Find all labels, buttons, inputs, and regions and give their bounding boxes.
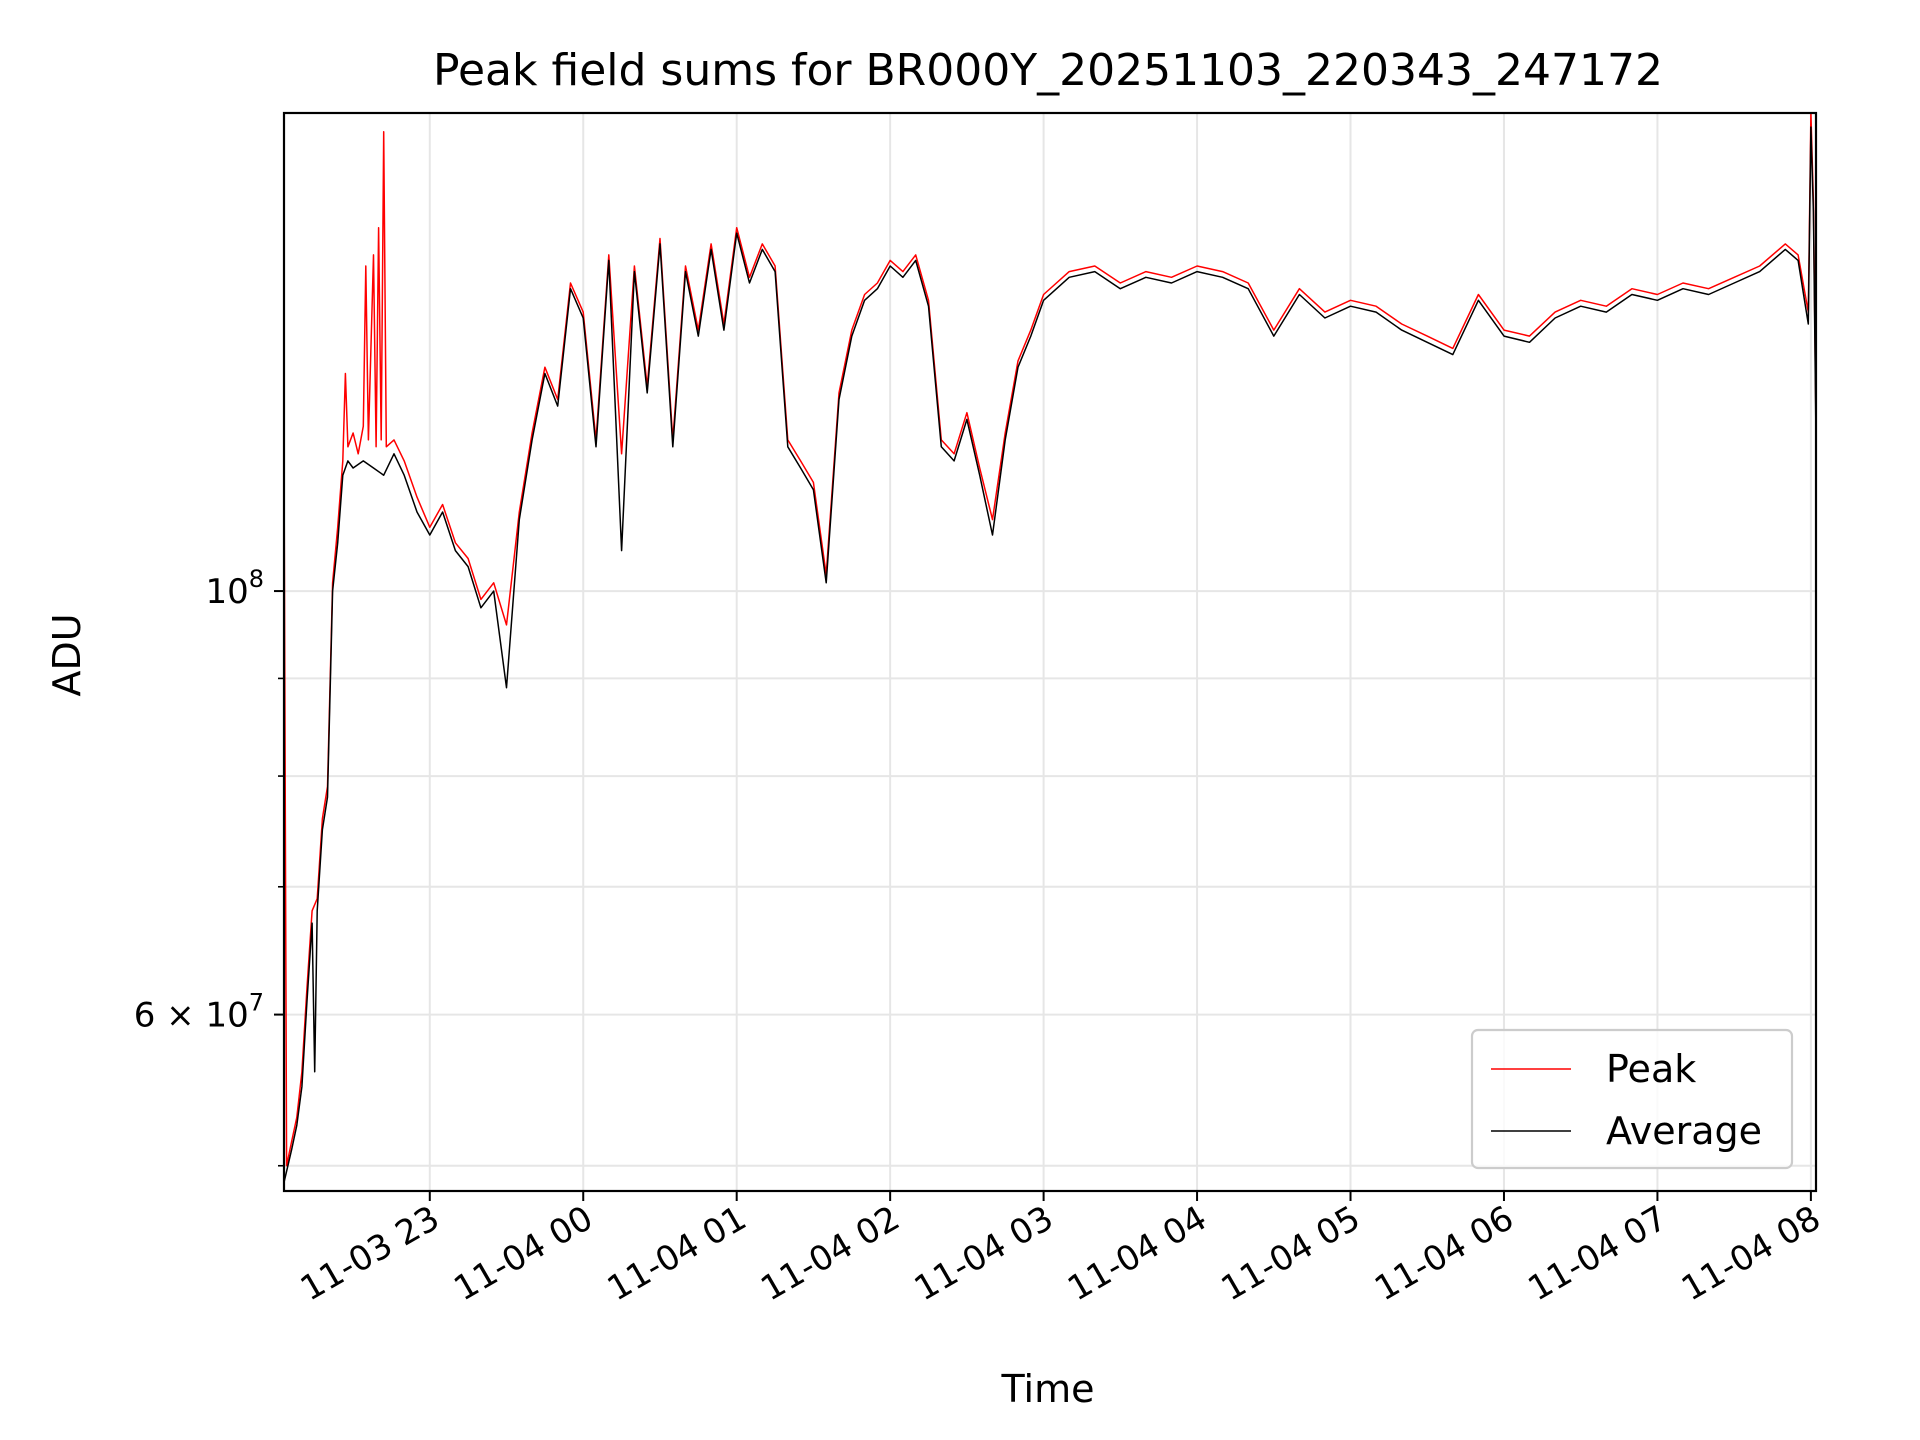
y-tick-label: 6 × 107 bbox=[134, 989, 264, 1036]
x-axis-label: Time bbox=[1001, 1367, 1095, 1411]
y-axis-label: ADU bbox=[45, 613, 89, 696]
series-line-peak bbox=[284, 113, 1816, 1167]
legend: Peak Average bbox=[1470, 1028, 1794, 1170]
series-line-average bbox=[284, 126, 1816, 1183]
series-layer bbox=[284, 113, 1816, 1183]
legend-box bbox=[1470, 1028, 1794, 1170]
plot-frame bbox=[282, 111, 1818, 1193]
legend-peak-label: Peak bbox=[1606, 1047, 1696, 1091]
grid bbox=[284, 113, 1816, 1191]
chart-title: Peak field sums for BR000Y_20251103_2203… bbox=[433, 45, 1663, 96]
legend-average-label: Average bbox=[1606, 1109, 1762, 1153]
